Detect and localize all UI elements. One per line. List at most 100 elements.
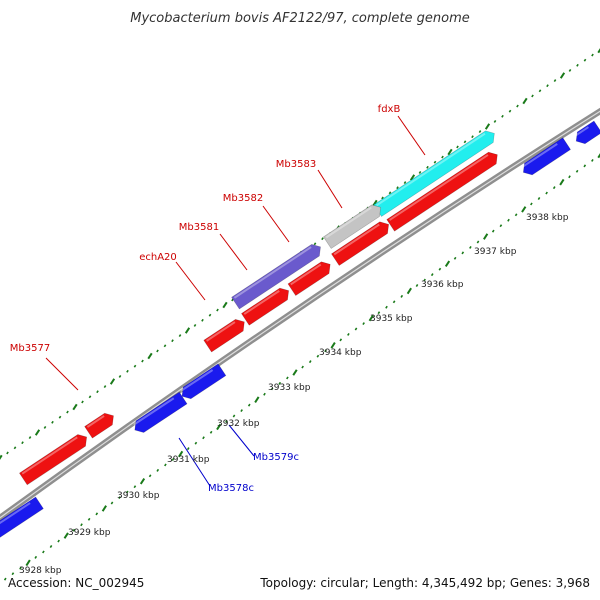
topology-text: Topology: circular; Length: 4,345,492 bp…	[259, 576, 590, 590]
tick-mark-inner	[423, 278, 426, 282]
tick-mark-outer	[433, 160, 437, 164]
gene-Mb3577-b	[84, 412, 114, 439]
map-title: Mycobacterium bovis AF2122/97, complete …	[130, 11, 469, 26]
tick-mark-outer	[409, 174, 416, 181]
leader-line	[45, 357, 79, 391]
tick-mark-outer	[72, 403, 78, 411]
gene-Mb3576c	[0, 496, 44, 543]
tick-mark-outer	[463, 140, 467, 144]
tick-label: 3933 kbp	[268, 383, 311, 393]
tick-mark-outer	[103, 385, 107, 389]
tick-mark-outer	[583, 58, 587, 62]
tick-mark-outer	[171, 339, 174, 343]
tick-mark-inner	[292, 369, 298, 376]
tick-label: 3938 kbp	[526, 213, 569, 223]
gene-Mb3583-b	[331, 221, 390, 266]
tick-marks-inner	[3, 153, 600, 581]
tick-mark-inner	[499, 224, 503, 228]
tick-mark-inner	[125, 490, 129, 494]
tick-mark-outer	[531, 94, 534, 98]
tick-mark-inner	[438, 267, 442, 271]
tick-mark-outer	[568, 68, 572, 72]
tick-mark-outer	[21, 441, 24, 445]
gene-label-mb3582: Mb3582	[223, 193, 263, 204]
gene-label-echa20: echA20	[139, 252, 177, 263]
tick-mark-inner	[178, 450, 184, 458]
tick-mark-inner	[330, 342, 336, 349]
gene-labels: Mb3577 echA20 Mb3581 Mb3582 Mb3583 fdxB Mb3578…	[10, 104, 401, 494]
tick-mark-outer	[222, 301, 228, 309]
tick-mark-outer	[133, 364, 137, 368]
tick-mark-inner	[430, 273, 434, 277]
tick-mark-outer	[321, 237, 324, 241]
tick-mark-inner	[377, 311, 381, 315]
tick-mark-inner	[101, 505, 107, 512]
gene-label-mb3583: Mb3583	[276, 159, 316, 170]
leader-line	[175, 261, 206, 301]
tick-mark-inner	[57, 539, 60, 543]
tick-label: 3932 kbp	[217, 419, 260, 429]
tick-mark-outer	[193, 323, 197, 327]
tick-mark-inner	[453, 256, 457, 260]
tick-mark-inner	[25, 559, 31, 567]
tick-mark-inner	[324, 349, 327, 353]
tick-label: 3928 kbp	[19, 566, 62, 576]
gene-Mb3578c	[133, 391, 188, 433]
tick-mark-outer	[522, 97, 528, 105]
gene-Mb3583	[323, 204, 382, 249]
tick-mark-inner	[34, 555, 38, 559]
tick-mark-inner	[133, 485, 137, 489]
gene-label-mb3581: Mb3581	[179, 222, 219, 233]
tick-mark-outer	[559, 72, 566, 79]
tick-mark-inner	[156, 468, 160, 472]
tick-mark-inner	[148, 474, 152, 478]
tick-mark-inner	[385, 305, 388, 309]
tick-mark-inner	[202, 436, 205, 440]
tick-mark-inner	[347, 332, 350, 336]
tick-mark-outer	[109, 378, 116, 385]
tick-mark-outer	[163, 344, 167, 348]
tick-mark-inner	[171, 458, 175, 461]
tick-label: 3937 kbp	[474, 247, 517, 257]
gene-Mb3582	[231, 243, 321, 310]
accession-text: Accession: NC_002945	[8, 576, 144, 590]
tick-mark-inner	[406, 287, 412, 295]
tick-mark-inner	[286, 376, 289, 380]
leader-line	[262, 205, 290, 243]
tick-mark-inner	[339, 338, 343, 342]
tick-mark-inner	[461, 251, 465, 255]
tick-mark-outer	[508, 109, 512, 113]
tick-mark-inner	[118, 496, 121, 500]
tick-mark-outer	[516, 104, 519, 108]
tick-mark-inner	[530, 202, 533, 206]
tick-mark-inner	[301, 365, 304, 369]
tick-mark-outer	[484, 123, 491, 130]
genome-backbone	[0, 107, 600, 522]
gene-Mb3581	[241, 287, 290, 326]
tick-mark-inner	[537, 197, 541, 200]
tick-mark-inner	[415, 284, 419, 287]
tick-mark-inner	[552, 186, 556, 190]
leader-line	[397, 115, 426, 156]
leader-line	[317, 169, 343, 209]
tick-mark-inner	[95, 512, 99, 516]
gene-Mb3584	[386, 151, 498, 232]
tick-mark-outer	[471, 135, 474, 139]
tick-mark-inner	[3, 577, 7, 581]
tick-mark-outer	[447, 148, 453, 156]
tick-mark-outer	[396, 186, 399, 190]
tick-mark-inner	[521, 206, 527, 213]
tick-labels: 3928 kbp 3929 kbp 3930 kbp 3931 kbp 3932 kbp…	[19, 213, 569, 576]
tick-mark-outer	[313, 242, 317, 246]
gene-Mb3586c	[574, 120, 600, 145]
tick-mark-outer	[0, 454, 3, 460]
gene-fdxB	[373, 130, 495, 217]
tick-mark-outer	[208, 313, 212, 317]
tick-mark-inner	[514, 213, 518, 217]
tick-mark-outer	[51, 420, 54, 424]
leader-line	[219, 233, 248, 271]
tick-mark-inner	[164, 463, 167, 467]
tick-mark-inner	[49, 545, 53, 548]
tick-mark-inner	[80, 523, 83, 527]
